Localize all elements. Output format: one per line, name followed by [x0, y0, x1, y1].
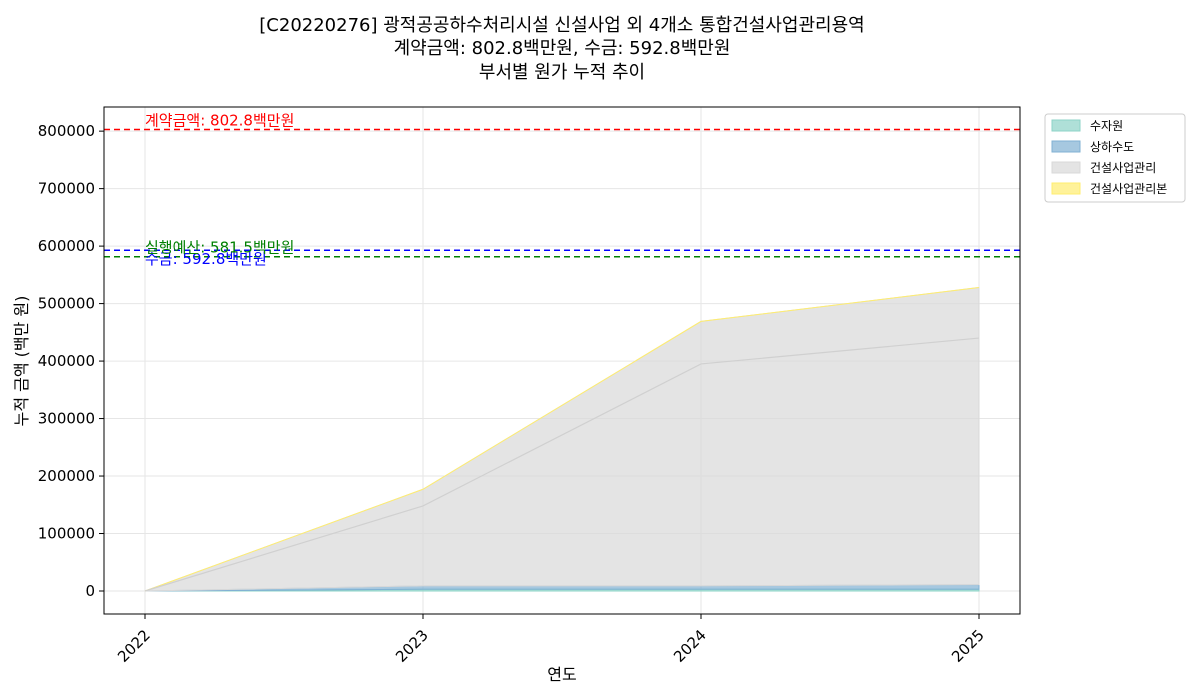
reference-label-0: 계약금액: 802.8백만원	[145, 112, 294, 130]
chart-title-line-2: 계약금액: 802.8백만원, 수금: 592.8백만원	[394, 38, 731, 59]
chart-title: [C20220276] 광적공공하수처리시설 신설사업 외 4개소 통합건설사업…	[259, 15, 864, 83]
legend-label-3: 건설사업관리본	[1090, 182, 1167, 196]
legend-box	[1044, 113, 1186, 203]
y-tick-label-4: 400000	[38, 352, 95, 370]
legend-label-1: 상하수도	[1090, 140, 1134, 154]
legend-swatch-2	[1051, 161, 1081, 174]
y-tick-label-1: 100000	[38, 525, 95, 543]
y-tick-label-7: 700000	[38, 180, 95, 198]
area-series-3	[144, 287, 980, 592]
legend-swatch-0	[1051, 119, 1081, 132]
x-axis-ticks: 2022 2023 2024 2025	[114, 614, 988, 666]
y-tick-label-5: 500000	[38, 295, 95, 313]
plot-frame	[103, 106, 1021, 615]
x-tick-label-3: 2025	[948, 626, 988, 666]
x-axis-label: 연도	[547, 665, 576, 684]
y-axis-label: 누적 금액 (백만 원)	[12, 296, 31, 427]
y-tick-label-8: 800000	[38, 122, 95, 140]
reference-label-1: 수금: 592.8백만원	[145, 250, 267, 268]
y-tick-label-2: 200000	[38, 467, 95, 485]
y-axis-ticks: 0 100000 200000 300000 400000 500000 600000 700…	[38, 122, 104, 600]
y-tick-label-6: 600000	[38, 237, 95, 255]
legend-label-0: 수자원	[1090, 119, 1123, 133]
legend-swatch-3	[1051, 182, 1081, 195]
x-tick-label-0: 2022	[114, 626, 154, 666]
reference-label-2: 실행예산: 581.5백만원	[145, 239, 294, 257]
x-tick-label-2: 2024	[670, 626, 710, 666]
chart-title-line-3: 부서별 원가 누적 추이	[479, 62, 645, 83]
legend-label-2: 건설사업관리	[1090, 161, 1156, 175]
chart-title-line-1: [C20220276] 광적공공하수처리시설 신설사업 외 4개소 통합건설사업…	[259, 15, 864, 36]
y-tick-label-3: 300000	[38, 410, 95, 428]
area-series	[144, 286, 980, 592]
y-tick-label-0: 0	[85, 582, 95, 600]
x-tick-label-1: 2023	[392, 626, 432, 666]
overlay-line	[144, 337, 980, 592]
legend-swatch-1	[1051, 140, 1081, 153]
